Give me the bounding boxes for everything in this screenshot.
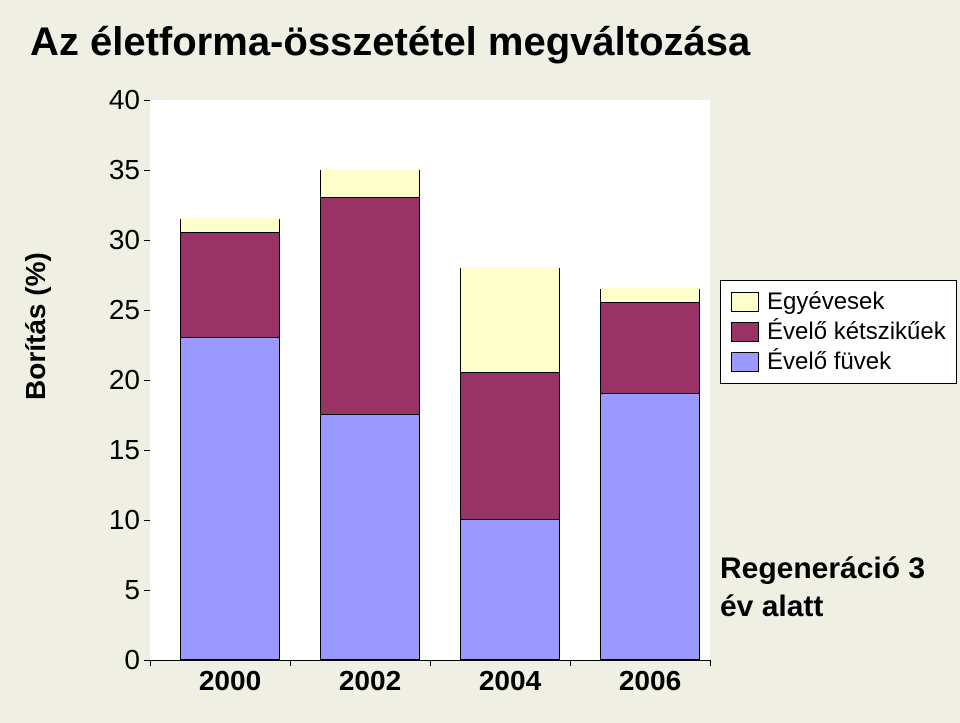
legend-swatch — [731, 292, 759, 312]
y-tick-label: 30 — [90, 226, 140, 254]
bar-segment-evelo_ketszikuek — [321, 197, 419, 414]
y-tick-mark — [144, 100, 150, 101]
y-tick-label: 20 — [90, 366, 140, 394]
legend-label: Egyévesek — [767, 288, 884, 316]
bar-segment-egyevesek — [181, 218, 279, 232]
bar-segment-evelo_fuvek — [321, 414, 419, 659]
y-axis-label: Borítás (%) — [20, 252, 52, 400]
legend-item-evelo_ketszikuek: Évelő kétszikűek — [731, 317, 946, 347]
x-tick-label: 2002 — [339, 665, 401, 697]
x-tick-label: 2004 — [479, 665, 541, 697]
y-tick-label: 25 — [90, 296, 140, 324]
legend-swatch — [731, 352, 759, 372]
y-tick-label: 40 — [90, 86, 140, 114]
y-tick-label: 35 — [90, 156, 140, 184]
y-tick-mark — [144, 170, 150, 171]
bar-segment-evelo_ketszikuek — [181, 232, 279, 337]
y-tick-label: 5 — [90, 576, 140, 604]
y-tick-label: 0 — [90, 646, 140, 674]
legend-label: Évelő kétszikűek — [767, 318, 946, 346]
y-tick-mark — [144, 240, 150, 241]
legend-swatch — [731, 322, 759, 342]
plot-area — [150, 100, 710, 660]
bar-segment-evelo_ketszikuek — [461, 372, 559, 519]
legend-item-evelo_fuvek: Évelő füvek — [731, 347, 946, 377]
x-tick-mark — [570, 660, 571, 666]
bar-segment-egyevesek — [321, 169, 419, 197]
y-tick-label: 10 — [90, 506, 140, 534]
bar-segment-egyevesek — [601, 288, 699, 302]
y-tick-label: 15 — [90, 436, 140, 464]
legend: EgyévesekÉvelő kétszikűekÉvelő füvek — [720, 280, 957, 384]
slide: Az életforma-összetétel megváltozása Bor… — [0, 0, 960, 723]
bar — [180, 219, 280, 660]
annotation-line-2: év alatt — [720, 588, 925, 626]
x-axis-ticks: 2000 2002 2004 2006 — [150, 665, 710, 705]
page-title: Az életforma-összetétel megváltozása — [30, 20, 750, 65]
x-tick-label: 2000 — [199, 665, 261, 697]
x-tick-mark — [290, 660, 291, 666]
bar-segment-egyevesek — [461, 267, 559, 372]
legend-item-egyevesek: Egyévesek — [731, 287, 946, 317]
x-tick-mark — [150, 660, 151, 666]
bar — [320, 170, 420, 660]
legend-label: Évelő füvek — [767, 348, 891, 376]
y-axis-ticks: 0510152025303540 — [90, 100, 140, 660]
bar-segment-evelo_fuvek — [601, 393, 699, 659]
bar-segment-evelo_fuvek — [181, 337, 279, 659]
y-tick-mark — [144, 310, 150, 311]
bar — [600, 289, 700, 660]
x-tick-mark — [430, 660, 431, 666]
bar-segment-evelo_fuvek — [461, 519, 559, 659]
annotation-line-1: Regeneráció 3 — [720, 550, 925, 588]
y-tick-mark — [144, 590, 150, 591]
y-tick-mark — [144, 450, 150, 451]
x-tick-label: 2006 — [619, 665, 681, 697]
bar — [460, 268, 560, 660]
x-tick-mark — [710, 660, 711, 666]
y-tick-mark — [144, 520, 150, 521]
y-tick-mark — [144, 380, 150, 381]
bar-segment-evelo_ketszikuek — [601, 302, 699, 393]
regeneration-annotation: Regeneráció 3 év alatt — [720, 550, 925, 625]
